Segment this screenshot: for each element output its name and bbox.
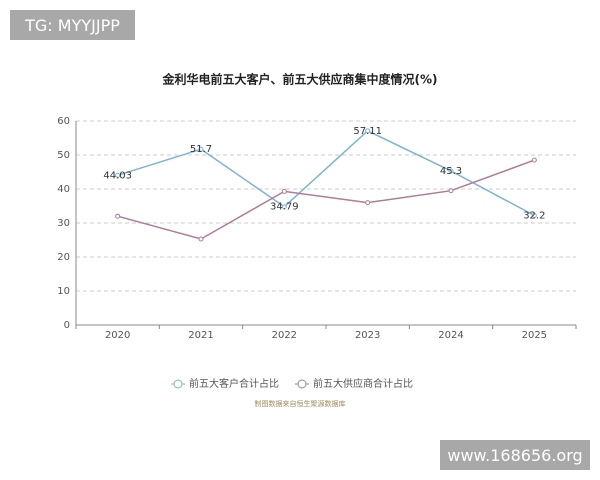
x-tick-label: 2021 [188,330,213,341]
x-tick-label: 2025 [522,330,547,341]
data-label: 44.03 [103,170,132,181]
data-label: 45.3 [440,166,462,177]
legend-label: 前五大客户合计占比 [189,377,279,390]
point [281,204,287,210]
data-label: 34.79 [270,202,299,213]
chart-title: 金利华电前五大客户、前五大供应商集中度情况(%) [162,72,438,87]
y-tick-label: 0 [64,320,70,331]
legend-marker [297,379,307,389]
y-tick-label: 40 [57,184,70,195]
point [115,213,121,219]
point [115,172,121,178]
watermark: TG: MYYJJPP [10,10,135,40]
data-label: 51.7 [190,144,212,155]
y-tick-label: 60 [57,116,70,127]
y-tick-label: 50 [57,150,70,161]
legend-marker [173,379,183,389]
source-note: 制图数据来自恒生聚源数据库 [255,399,346,408]
watermark: www.168656.org [440,440,590,470]
legend-label: 前五大供应商合计占比 [313,377,413,390]
point [365,128,371,134]
x-tick-label: 2020 [105,330,130,341]
point [198,146,204,152]
point [531,213,537,219]
x-tick-label: 2024 [438,330,463,341]
data-label: 57.11 [353,126,382,137]
point [198,236,204,242]
data-label: 32.2 [523,211,545,222]
point [448,168,454,174]
series-line [117,129,535,217]
x-tick-label: 2023 [355,330,380,341]
series-line [117,159,535,240]
x-tick-label: 2022 [272,330,297,341]
point [448,188,454,194]
point [281,188,287,194]
point [365,200,371,206]
y-tick-label: 20 [57,252,70,263]
point [531,157,537,163]
y-tick-label: 10 [57,286,70,297]
y-tick-label: 30 [57,218,70,229]
